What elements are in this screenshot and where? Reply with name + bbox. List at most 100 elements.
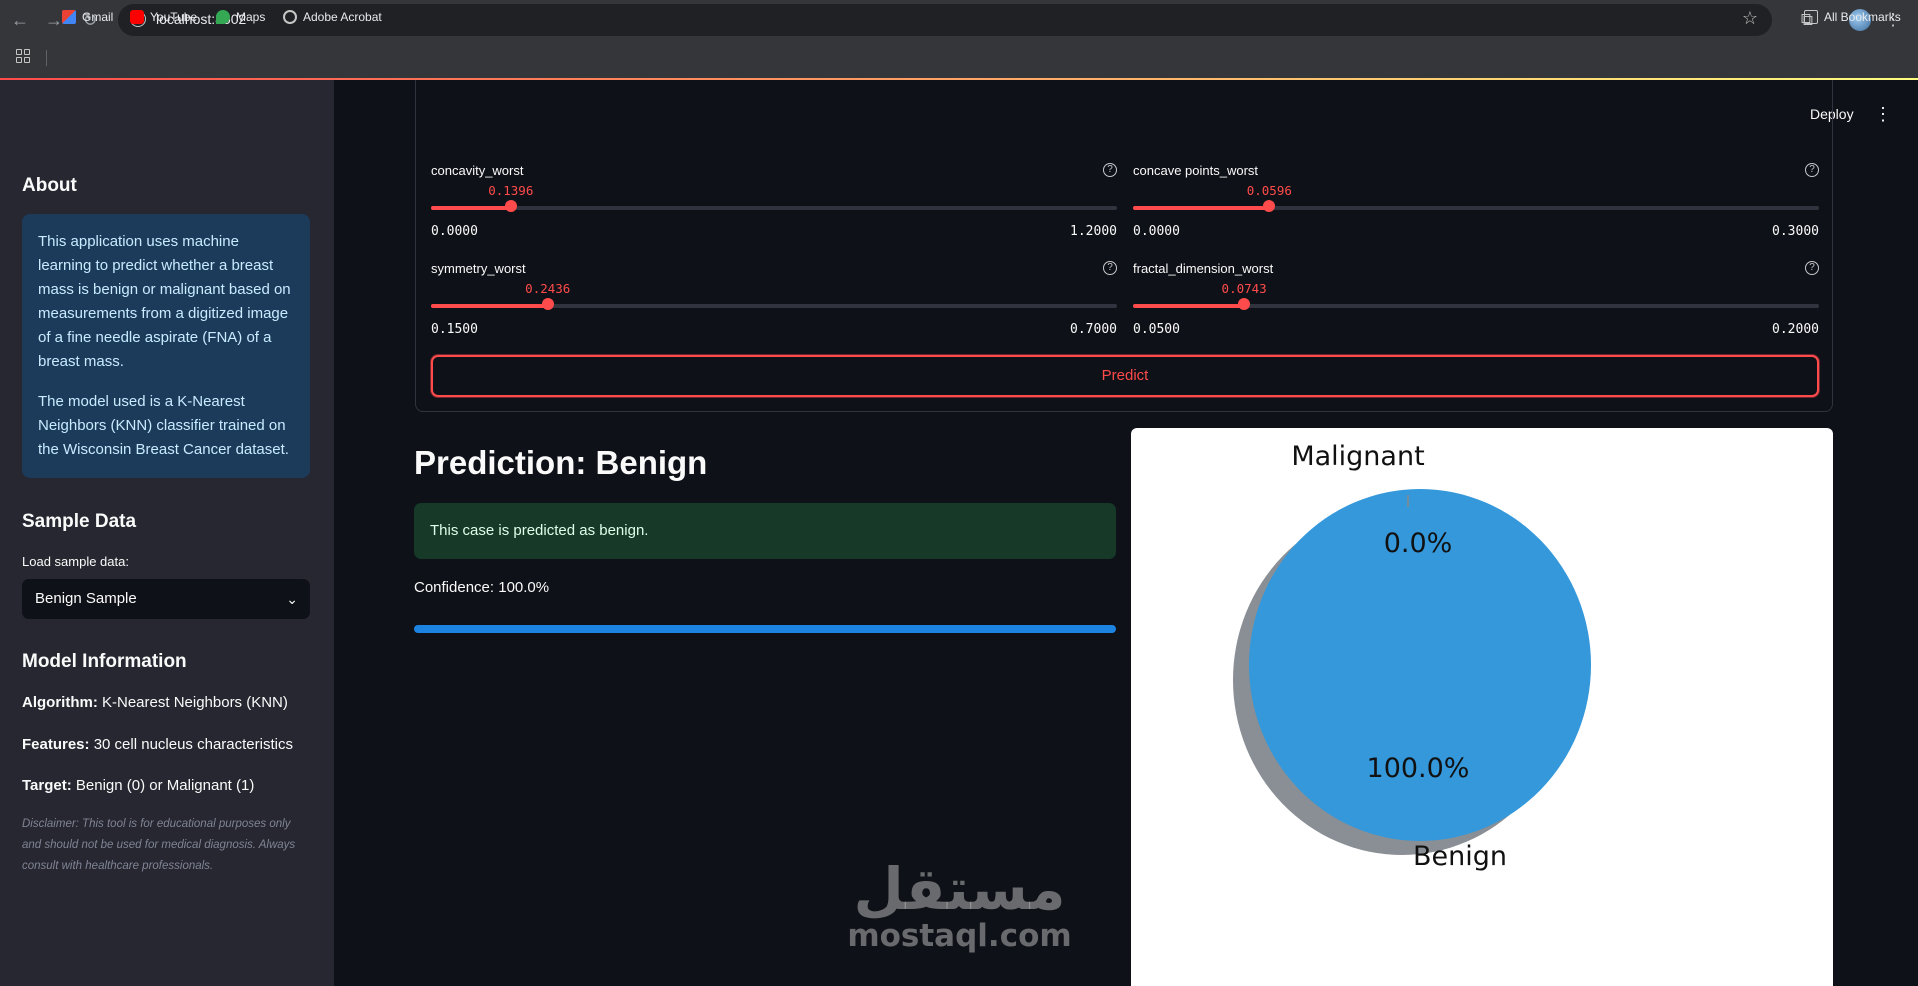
sample-select-value: Benign Sample — [35, 590, 137, 607]
pie-slice-benign — [1249, 489, 1591, 841]
slider-track[interactable] — [1133, 206, 1819, 210]
maps-icon — [216, 10, 230, 24]
pie-category-label: Malignant — [1291, 441, 1424, 472]
slider-max: 0.3000 — [1772, 224, 1819, 239]
slider-thumb[interactable] — [541, 298, 554, 310]
prediction-title: Prediction: Benign — [414, 444, 708, 481]
bookmark-youtube[interactable]: YouTube — [130, 10, 197, 24]
sidebar: About This application uses machine lear… — [0, 80, 334, 986]
pie-category-label: Benign — [1413, 841, 1507, 872]
slider-label: symmetry_worst — [431, 261, 526, 276]
apps-grid-icon[interactable] — [16, 49, 30, 63]
bookmark-label: YouTube — [150, 10, 198, 24]
about-heading: About — [22, 175, 77, 196]
pie-percent-label: 0.0% — [1384, 528, 1453, 559]
pie-chart: Malignant 0.0% 100.0% Benign — [1131, 428, 1833, 986]
bookmark-gmail[interactable]: Gmail — [62, 10, 113, 24]
browser-menu-icon[interactable]: ⋮ — [1884, 10, 1902, 29]
slider-min: 0.0500 — [1133, 322, 1180, 337]
disclaimer-text: Disclaimer: This tool is for educational… — [22, 818, 296, 872]
target-value: Benign (0) or Malignant (1) — [75, 777, 255, 794]
slider-concavity-worst: concavity_worst ? 0.1396 0.0000 1.2000 — [431, 163, 1117, 263]
watermark-arabic: مستقل — [853, 855, 1066, 923]
about-paragraph: The model used is a K-Nearest Neighbors … — [38, 393, 289, 458]
main-menu-icon[interactable]: ⋮ — [1874, 104, 1892, 124]
slider-fill — [1133, 206, 1270, 210]
slider-track[interactable] — [431, 206, 1117, 210]
features-key: Features: — [22, 736, 90, 753]
reload-icon[interactable]: ↻ — [82, 10, 98, 30]
globe-icon — [283, 10, 297, 24]
features-value: 30 cell nucleus characteristics — [93, 736, 293, 753]
target-key: Target: — [22, 777, 72, 794]
pie-chart-svg: Malignant 0.0% 100.0% Benign — [1233, 441, 1591, 872]
help-icon[interactable]: ? — [1805, 261, 1819, 275]
slider-label: concave points_worst — [1133, 163, 1259, 178]
bookmark-label: Maps — [236, 10, 266, 24]
slider-min: 0.0000 — [1133, 224, 1180, 239]
bookmark-label: Adobe Acrobat — [303, 10, 382, 24]
back-icon[interactable]: ← — [11, 10, 29, 30]
extensions-icon[interactable]: ⧉ — [1800, 10, 1814, 29]
all-bookmarks-label: All Bookmarks — [1824, 10, 1901, 24]
slider-min: 0.1500 — [431, 322, 478, 337]
youtube-icon — [130, 10, 144, 24]
folder-icon — [1804, 10, 1818, 24]
algorithm-info: Algorithm: K-Nearest Neighbors (KNN) — [22, 694, 288, 711]
slider-max: 0.2000 — [1772, 322, 1819, 337]
algorithm-value: K-Nearest Neighbors (KNN) — [102, 694, 288, 711]
slider-label: fractal_dimension_worst — [1133, 261, 1274, 276]
slider-thumb[interactable] — [1238, 298, 1251, 310]
slider-max: 0.7000 — [1070, 322, 1117, 337]
slider-thumb[interactable] — [1263, 200, 1276, 212]
browser-chrome: ← → ↻ i localhost:8502 ☆ ⧉ ⋮ Gmail YouTu… — [0, 0, 1918, 80]
pie-percent-label: 100.0% — [1367, 753, 1470, 784]
slider-fill — [1133, 304, 1245, 308]
slider-thumb[interactable] — [504, 200, 517, 212]
about-info-box: This application uses machine learning t… — [22, 214, 310, 478]
help-icon[interactable]: ? — [1805, 163, 1819, 177]
progress-fill — [414, 625, 1116, 633]
sample-data-select[interactable]: Benign Sample ⌄ — [22, 579, 310, 619]
chevron-down-icon: ⌄ — [286, 591, 298, 607]
profile-avatar[interactable] — [1849, 9, 1871, 31]
app-accent-line — [0, 78, 1918, 80]
model-info-heading: Model Information — [22, 651, 187, 672]
predict-button[interactable]: Predict — [431, 355, 1819, 397]
forward-icon[interactable]: → — [45, 10, 63, 30]
slider-label: concavity_worst — [431, 163, 524, 178]
bookmark-maps[interactable]: Maps — [216, 10, 265, 24]
gmail-icon — [62, 10, 76, 24]
input-form: concavity_worst ? 0.1396 0.0000 1.2000 c… — [415, 80, 1833, 412]
bookmark-star-icon[interactable]: ☆ — [1741, 8, 1758, 28]
slider-min: 0.0000 — [431, 224, 478, 239]
bookmark-label: Gmail — [82, 10, 114, 24]
bookmarks-separator — [46, 50, 47, 66]
slider-max: 1.2000 — [1070, 224, 1117, 239]
confidence-progress-bar — [414, 625, 1116, 633]
all-bookmarks[interactable]: All Bookmarks — [1804, 10, 1901, 24]
sample-select-label: Load sample data: — [22, 554, 129, 569]
slider-value: 0.0596 — [1246, 183, 1292, 198]
watermark-latin: mostaql.com — [847, 918, 1072, 954]
slider-value: 0.0743 — [1221, 281, 1267, 296]
about-paragraph: This application uses machine learning t… — [38, 233, 291, 370]
success-alert: This case is predicted as benign. — [414, 503, 1116, 559]
deploy-button[interactable]: Deploy — [1810, 106, 1854, 122]
watermark-logo: مستقل mostaql.com — [842, 858, 1077, 952]
slider-value: 0.2436 — [525, 281, 571, 296]
algorithm-key: Algorithm: — [22, 694, 98, 711]
slider-track[interactable] — [431, 304, 1117, 308]
help-icon[interactable]: ? — [1103, 261, 1117, 275]
sample-data-heading: Sample Data — [22, 511, 137, 532]
bookmarks-bar — [0, 40, 1918, 78]
slider-fill — [431, 206, 511, 210]
target-info: Target: Benign (0) or Malignant (1) — [22, 777, 254, 794]
slider-fill — [431, 304, 548, 308]
slider-track[interactable] — [1133, 304, 1819, 308]
bookmark-adobe-acrobat[interactable]: Adobe Acrobat — [283, 10, 382, 24]
confidence-text: Confidence: 100.0% — [414, 579, 550, 596]
slider-fractal-dimension-worst: fractal_dimension_worst ? 0.0743 0.0500 … — [1133, 261, 1819, 361]
slider-concave-points-worst: concave points_worst ? 0.0596 0.0000 0.3… — [1133, 163, 1819, 263]
help-icon[interactable]: ? — [1103, 163, 1117, 177]
